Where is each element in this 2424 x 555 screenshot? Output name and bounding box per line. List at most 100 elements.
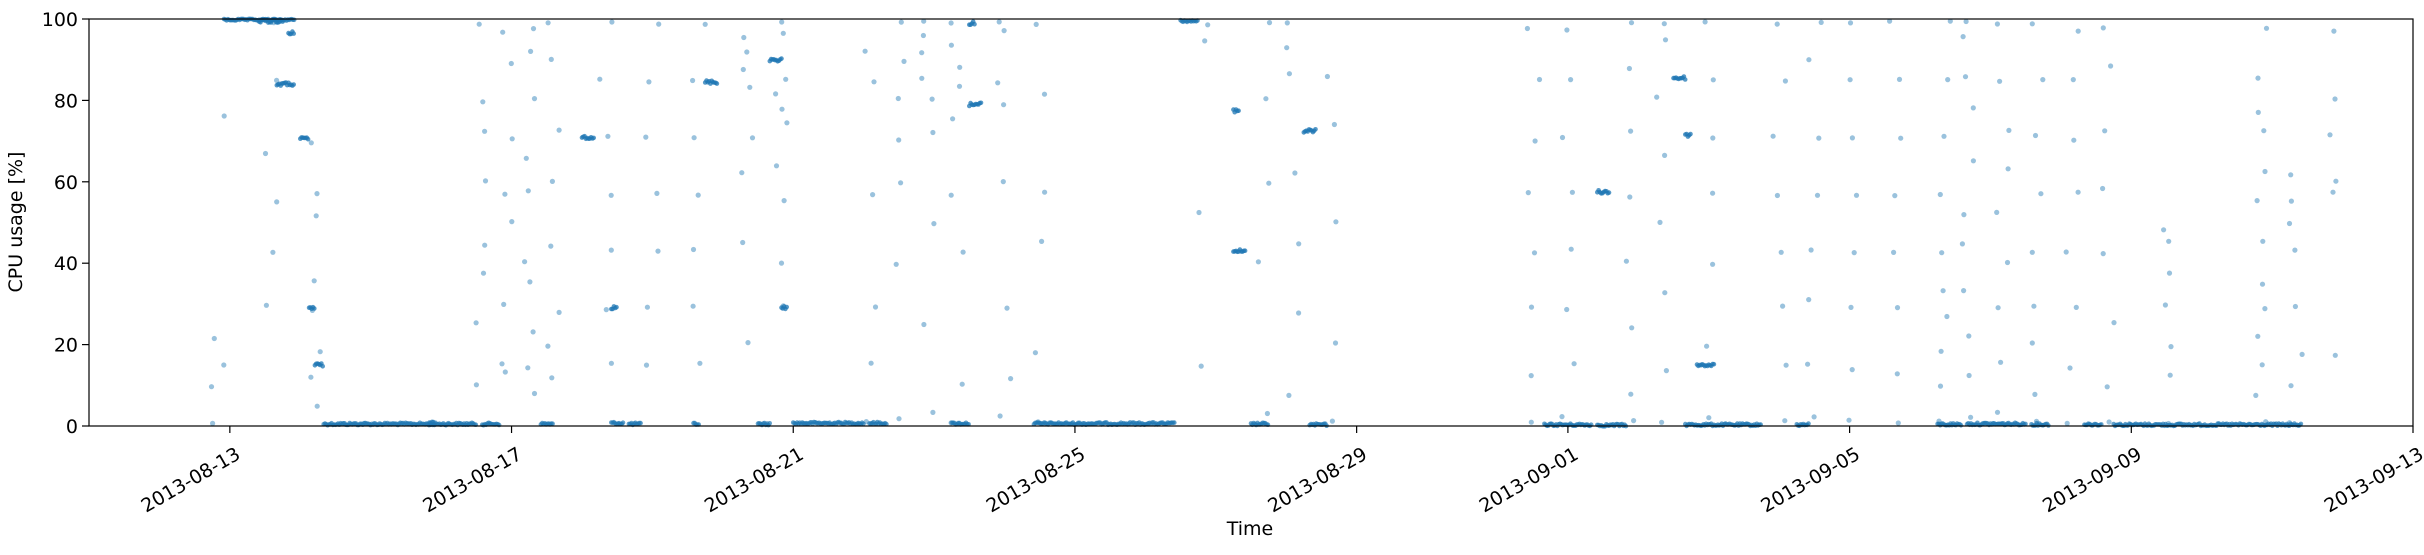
data-point [783,76,789,82]
data-point [509,219,515,225]
data-point [1528,373,1534,379]
data-point-cluster [1682,77,1688,82]
data-point [1851,250,1857,256]
data-point [609,19,615,25]
data-point [1296,241,1302,247]
data-point [2332,96,2338,102]
data-point [2063,249,2069,255]
x-tick-label: 2013-08-25 [983,443,1090,517]
data-point [1887,18,1893,24]
data-point [1039,238,1045,244]
data-point [1898,135,1904,141]
data-point [893,261,899,267]
data-point [509,136,515,142]
data-point [608,247,614,253]
data-point [1847,20,1854,26]
data-point-cluster [1236,108,1241,113]
data-point [920,32,927,39]
data-point [1000,179,1006,185]
data-point-cluster [1242,248,1248,253]
data-point [1814,192,1821,198]
data-point [499,361,505,367]
data-point [473,382,479,388]
data-point [1994,209,2000,215]
data-point [1895,420,1901,426]
data-point [1998,359,2004,365]
data-point [2288,198,2294,204]
data-point [2029,249,2035,255]
data-point [482,242,488,248]
data-point-cluster [784,304,789,310]
data-point [780,303,786,309]
data-point [1702,19,1708,25]
data-point [1284,20,1290,26]
data-point [896,137,902,143]
data-point [1264,410,1270,417]
data-point [1528,419,1534,425]
y-tick-label: 100 [42,9,78,31]
data-point [2262,168,2268,175]
data-point [1571,361,1577,367]
data-point [263,302,269,308]
data-point [2288,383,2294,389]
data-point [1961,288,1967,294]
data-point-cluster [1606,190,1612,195]
data-point [1782,78,1788,84]
data-point-low-band [861,421,866,427]
data-point-cluster [305,136,311,142]
data-point [901,58,907,64]
y-axis-label: CPU usage [%] [5,152,27,293]
data-point [2075,189,2081,195]
data-point [2161,227,2167,233]
data-point [1849,367,1855,373]
data-point [522,259,528,265]
data-point [1891,249,1897,255]
data-point [549,375,555,381]
data-point [868,360,874,366]
data-point [308,374,314,380]
data-point [741,34,747,41]
data-point-low-band [884,421,889,427]
data-point-low-band [2298,421,2304,427]
data-point [1806,297,1812,303]
data-point [2292,303,2298,310]
data-point-cluster [591,135,596,141]
data-point [1704,343,1710,349]
data-point [2167,372,2173,378]
data-point [948,42,955,48]
data-point [208,384,215,390]
data-point [1816,135,1822,141]
x-tick-label: 2013-08-29 [1264,443,1371,517]
data-point [482,178,489,184]
data-point [784,120,790,126]
data-point [957,64,963,70]
data-point [950,116,956,122]
data-point-cluster [1313,127,1318,132]
data-point [500,29,506,35]
data-point [2106,419,2112,425]
data-point [697,360,703,366]
data-point [2100,25,2106,31]
data-point-cluster [291,82,297,87]
data-point-low-band [767,421,772,426]
data-point [221,362,227,368]
data-point [1627,194,1633,200]
data-point [948,192,954,198]
data-point [1783,362,1789,368]
data-point [548,56,554,63]
data-point [896,416,902,422]
data-point [655,248,661,254]
data-point [1559,134,1566,141]
data-point [1936,418,1942,424]
data-point [473,320,479,326]
data-point [2111,320,2117,326]
data-point [1035,419,1041,425]
data-point [2166,238,2172,244]
data-point [1960,34,1966,40]
data-point [2286,220,2293,227]
data-point [1808,247,1814,253]
data-point [1940,288,1946,294]
data-point [1661,21,1667,27]
data-point [210,420,216,426]
